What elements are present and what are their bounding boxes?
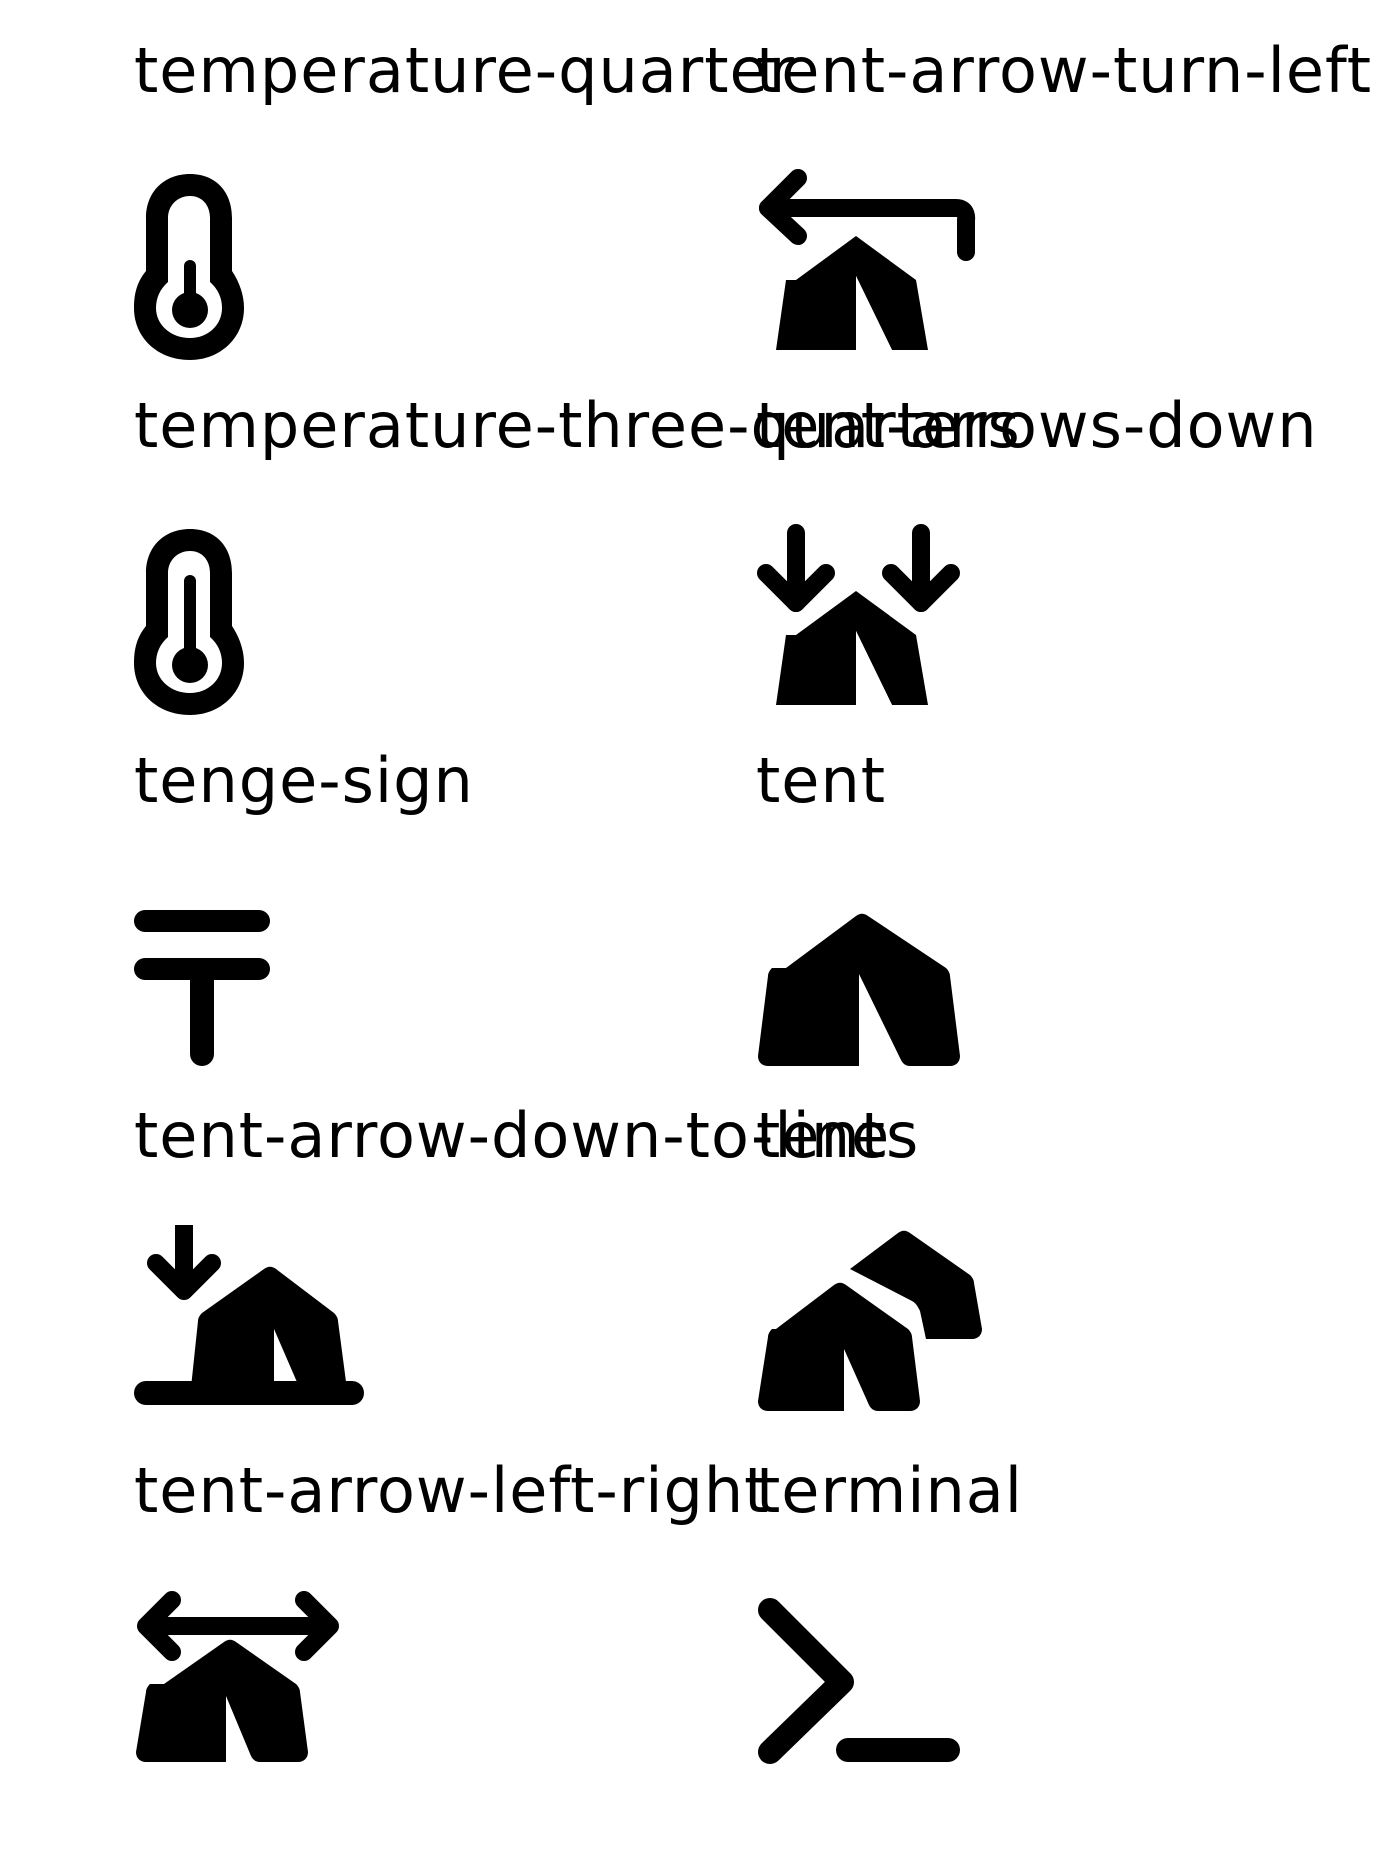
icon-cell-terminal: terminal xyxy=(756,1420,1376,1775)
tenge-sign-icon xyxy=(134,870,374,1070)
icon-label: tent-arrows-down xyxy=(756,389,1318,462)
icon-cell-tents: tents xyxy=(756,1065,1376,1420)
icon-cell-temperature-three-quarters: temperature-three-quarters xyxy=(134,355,1020,715)
icon-label: tent-arrow-left-right xyxy=(134,1454,770,1527)
tent-arrow-left-right-icon xyxy=(134,1580,374,1780)
icon-cell-tent-arrows-down: tent-arrows-down xyxy=(756,355,1376,710)
icon-cell-tent-arrow-down-to-line: tent-arrow-down-to-line xyxy=(134,1065,889,1420)
icon-cell-tent-arrow-left-right: tent-arrow-left-right xyxy=(134,1420,768,1775)
icon-cell-tent: tent xyxy=(756,710,1376,1066)
temperature-three-quarters-icon xyxy=(134,515,374,715)
icon-cell-tenge-sign: tenge-sign xyxy=(134,710,754,1066)
icon-label: temperature-quarter xyxy=(134,34,796,107)
tent-arrows-down-icon xyxy=(756,515,996,715)
tents-icon xyxy=(756,1225,996,1425)
icon-label: tent xyxy=(756,744,887,817)
terminal-icon xyxy=(756,1580,996,1780)
icon-label: tent-arrow-down-to-line xyxy=(134,1099,891,1172)
temperature-quarter-icon xyxy=(134,160,374,360)
icon-label: tent-arrow-turn-left xyxy=(756,34,1373,107)
tent-icon xyxy=(756,870,996,1070)
tent-arrow-turn-left-icon xyxy=(756,160,996,360)
icon-label: tenge-sign xyxy=(134,744,474,817)
icon-label: terminal xyxy=(756,1454,1023,1527)
tent-arrow-down-to-line-icon xyxy=(134,1225,374,1425)
icon-label: temperature-three-quarters xyxy=(134,389,1021,462)
icon-label: tents xyxy=(756,1099,920,1172)
icon-cell-tent-arrow-turn-left: tent-arrow-turn-left xyxy=(756,0,1376,355)
icon-cell-temperature-quarter: temperature-quarter xyxy=(134,0,794,360)
